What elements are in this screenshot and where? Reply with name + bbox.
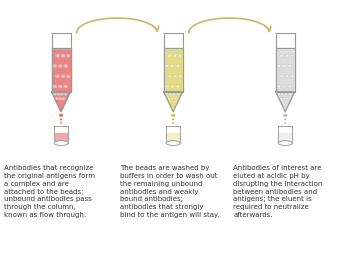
Circle shape <box>61 75 65 78</box>
Circle shape <box>172 118 174 121</box>
Polygon shape <box>279 133 292 140</box>
Circle shape <box>165 85 169 88</box>
Circle shape <box>286 98 289 100</box>
Circle shape <box>56 54 59 57</box>
Circle shape <box>176 93 179 95</box>
Circle shape <box>61 54 65 57</box>
Circle shape <box>64 85 68 88</box>
Polygon shape <box>52 48 71 92</box>
Circle shape <box>60 118 62 121</box>
Circle shape <box>62 98 65 100</box>
Polygon shape <box>167 133 180 140</box>
Circle shape <box>171 98 174 100</box>
Circle shape <box>284 122 286 124</box>
Circle shape <box>280 75 284 78</box>
Circle shape <box>277 65 281 68</box>
Circle shape <box>291 54 294 57</box>
Text: Antibodies of interest are
eluted at acidic pH by
disrupting the interaction
bet: Antibodies of interest are eluted at aci… <box>234 165 323 218</box>
Polygon shape <box>54 126 68 131</box>
Circle shape <box>168 75 172 78</box>
Circle shape <box>59 114 63 117</box>
Circle shape <box>171 114 175 117</box>
Circle shape <box>173 93 176 95</box>
Circle shape <box>179 75 182 78</box>
Circle shape <box>66 75 70 78</box>
Ellipse shape <box>55 138 68 143</box>
Polygon shape <box>166 126 180 131</box>
Circle shape <box>53 65 57 68</box>
Circle shape <box>58 85 62 88</box>
Circle shape <box>280 98 283 100</box>
Polygon shape <box>52 92 71 112</box>
Circle shape <box>168 54 172 57</box>
Circle shape <box>172 122 174 124</box>
Polygon shape <box>164 33 183 48</box>
Circle shape <box>173 75 177 78</box>
Circle shape <box>277 85 281 88</box>
Polygon shape <box>55 133 68 140</box>
Polygon shape <box>278 126 292 131</box>
Circle shape <box>174 98 177 100</box>
Circle shape <box>55 98 58 100</box>
Circle shape <box>165 65 169 68</box>
Circle shape <box>283 114 287 117</box>
Text: The beads are washed by
buffers in order to wash out
the remaining unbound
antib: The beads are washed by buffers in order… <box>120 165 219 218</box>
Circle shape <box>64 65 68 68</box>
Circle shape <box>288 65 292 68</box>
Circle shape <box>53 93 56 95</box>
Circle shape <box>176 65 180 68</box>
Circle shape <box>58 65 62 68</box>
Circle shape <box>169 93 172 95</box>
Circle shape <box>288 85 292 88</box>
Circle shape <box>283 85 286 88</box>
Circle shape <box>66 54 70 57</box>
Circle shape <box>284 118 287 121</box>
Polygon shape <box>164 92 183 112</box>
Circle shape <box>61 93 63 95</box>
Ellipse shape <box>166 141 180 146</box>
Polygon shape <box>52 33 71 48</box>
Ellipse shape <box>279 138 292 143</box>
Circle shape <box>283 98 286 100</box>
Circle shape <box>288 93 291 95</box>
Circle shape <box>56 75 59 78</box>
Circle shape <box>57 93 60 95</box>
Polygon shape <box>164 48 183 92</box>
Circle shape <box>167 98 171 100</box>
Circle shape <box>171 65 174 68</box>
Circle shape <box>173 54 177 57</box>
Circle shape <box>277 93 280 95</box>
Circle shape <box>60 122 62 124</box>
Text: Antibodies that recognize
the original antigens form
a complex and are
attached : Antibodies that recognize the original a… <box>4 165 95 218</box>
Polygon shape <box>276 92 295 112</box>
Circle shape <box>280 54 284 57</box>
Circle shape <box>283 65 286 68</box>
Circle shape <box>176 85 180 88</box>
Circle shape <box>285 54 289 57</box>
Circle shape <box>281 93 284 95</box>
Circle shape <box>165 93 168 95</box>
Circle shape <box>285 75 289 78</box>
Ellipse shape <box>278 141 292 146</box>
Circle shape <box>291 75 294 78</box>
Circle shape <box>179 54 182 57</box>
Ellipse shape <box>167 138 180 143</box>
Polygon shape <box>276 48 295 92</box>
Ellipse shape <box>54 141 68 146</box>
Circle shape <box>171 85 174 88</box>
Polygon shape <box>276 33 295 48</box>
Circle shape <box>59 98 62 100</box>
Circle shape <box>64 93 67 95</box>
Circle shape <box>53 85 57 88</box>
Circle shape <box>285 93 288 95</box>
